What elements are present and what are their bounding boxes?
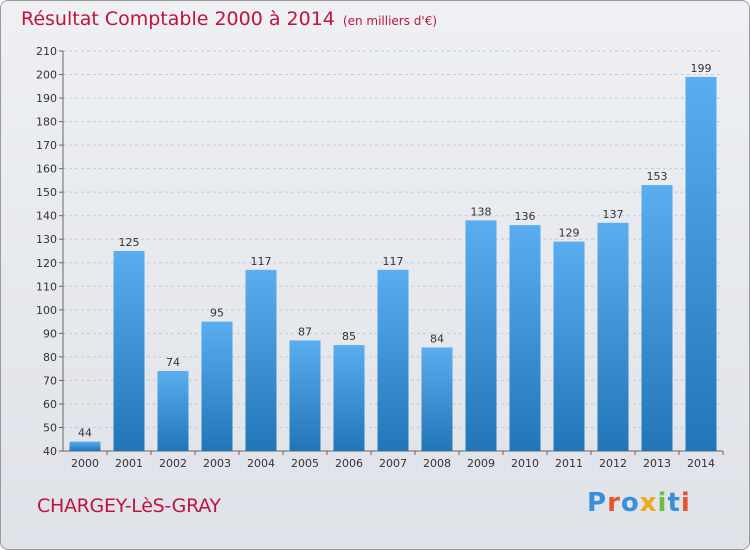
proxiti-logo: Proxiti xyxy=(587,488,691,518)
bar xyxy=(289,340,321,451)
logo-letter: i xyxy=(680,488,691,518)
y-tick-label: 170 xyxy=(36,139,57,152)
x-tick-label: 2010 xyxy=(511,457,539,470)
y-tick-label: 50 xyxy=(43,421,57,434)
bar xyxy=(157,371,189,451)
x-tick-label: 2000 xyxy=(71,457,99,470)
logo-letter: x xyxy=(639,488,658,518)
logo-letter: o xyxy=(620,488,640,518)
bar xyxy=(201,321,233,451)
x-tick-label: 2006 xyxy=(335,457,363,470)
bar-value-label: 136 xyxy=(515,210,536,223)
x-tick-label: 2002 xyxy=(159,457,187,470)
logo-letter: r xyxy=(607,488,621,518)
bar-value-label: 137 xyxy=(603,208,624,221)
y-tick-label: 100 xyxy=(36,304,57,317)
bar-value-label: 87 xyxy=(298,325,312,338)
x-tick-label: 2003 xyxy=(203,457,231,470)
x-tick-label: 2014 xyxy=(687,457,715,470)
y-tick-label: 120 xyxy=(36,257,57,270)
y-tick-label: 180 xyxy=(36,116,57,129)
x-tick-label: 2009 xyxy=(467,457,495,470)
bar-value-label: 125 xyxy=(119,236,140,249)
y-tick-label: 60 xyxy=(43,398,57,411)
x-tick-label: 2007 xyxy=(379,457,407,470)
x-tick-label: 2005 xyxy=(291,457,319,470)
bar xyxy=(421,347,453,451)
x-tick-label: 2013 xyxy=(643,457,671,470)
bar-value-label: 95 xyxy=(210,307,224,320)
bar-value-label: 117 xyxy=(251,255,272,268)
bar-value-label: 44 xyxy=(78,427,92,440)
x-tick-label: 2001 xyxy=(115,457,143,470)
chart-title-text: Résultat Comptable 2000 à 2014 xyxy=(21,8,335,30)
bar xyxy=(377,269,409,451)
bar-value-label: 84 xyxy=(430,332,444,345)
bar xyxy=(465,220,497,451)
bar-value-label: 85 xyxy=(342,330,356,343)
y-tick-label: 70 xyxy=(43,374,57,387)
bar xyxy=(245,269,277,451)
place-name: CHARGEY-LèS-GRAY xyxy=(37,495,221,517)
bar xyxy=(597,222,629,451)
y-tick-label: 190 xyxy=(36,92,57,105)
bar-value-label: 138 xyxy=(471,205,492,218)
bar xyxy=(553,241,585,451)
bar-value-label: 117 xyxy=(383,255,404,268)
y-tick-label: 150 xyxy=(36,186,57,199)
y-tick-label: 200 xyxy=(36,69,57,82)
chart-title: Résultat Comptable 2000 à 2014 (en millie… xyxy=(21,8,437,30)
y-tick-label: 80 xyxy=(43,351,57,364)
y-tick-label: 160 xyxy=(36,163,57,176)
y-tick-label: 140 xyxy=(36,210,57,223)
bar-value-label: 153 xyxy=(647,170,668,183)
logo-letter: i xyxy=(657,488,668,518)
bar xyxy=(509,225,541,451)
bar xyxy=(333,345,365,451)
x-tick-label: 2011 xyxy=(555,457,583,470)
bar-value-label: 129 xyxy=(559,227,580,240)
logo-letter: t xyxy=(667,488,681,518)
logo-letter: P xyxy=(587,488,608,518)
y-tick-label: 90 xyxy=(43,327,57,340)
bar xyxy=(113,251,145,451)
bar xyxy=(69,441,101,451)
x-tick-label: 2012 xyxy=(599,457,627,470)
chart-subtitle: (en milliers d'€) xyxy=(342,14,438,28)
x-tick-label: 2008 xyxy=(423,457,451,470)
bar xyxy=(685,76,717,451)
y-tick-label: 110 xyxy=(36,280,57,293)
bar-value-label: 199 xyxy=(691,62,712,75)
x-tick-label: 2004 xyxy=(247,457,275,470)
bar-value-label: 74 xyxy=(166,356,180,369)
bar xyxy=(641,185,673,451)
y-tick-label: 130 xyxy=(36,233,57,246)
y-tick-label: 210 xyxy=(36,45,57,58)
y-tick-label: 40 xyxy=(43,445,57,458)
